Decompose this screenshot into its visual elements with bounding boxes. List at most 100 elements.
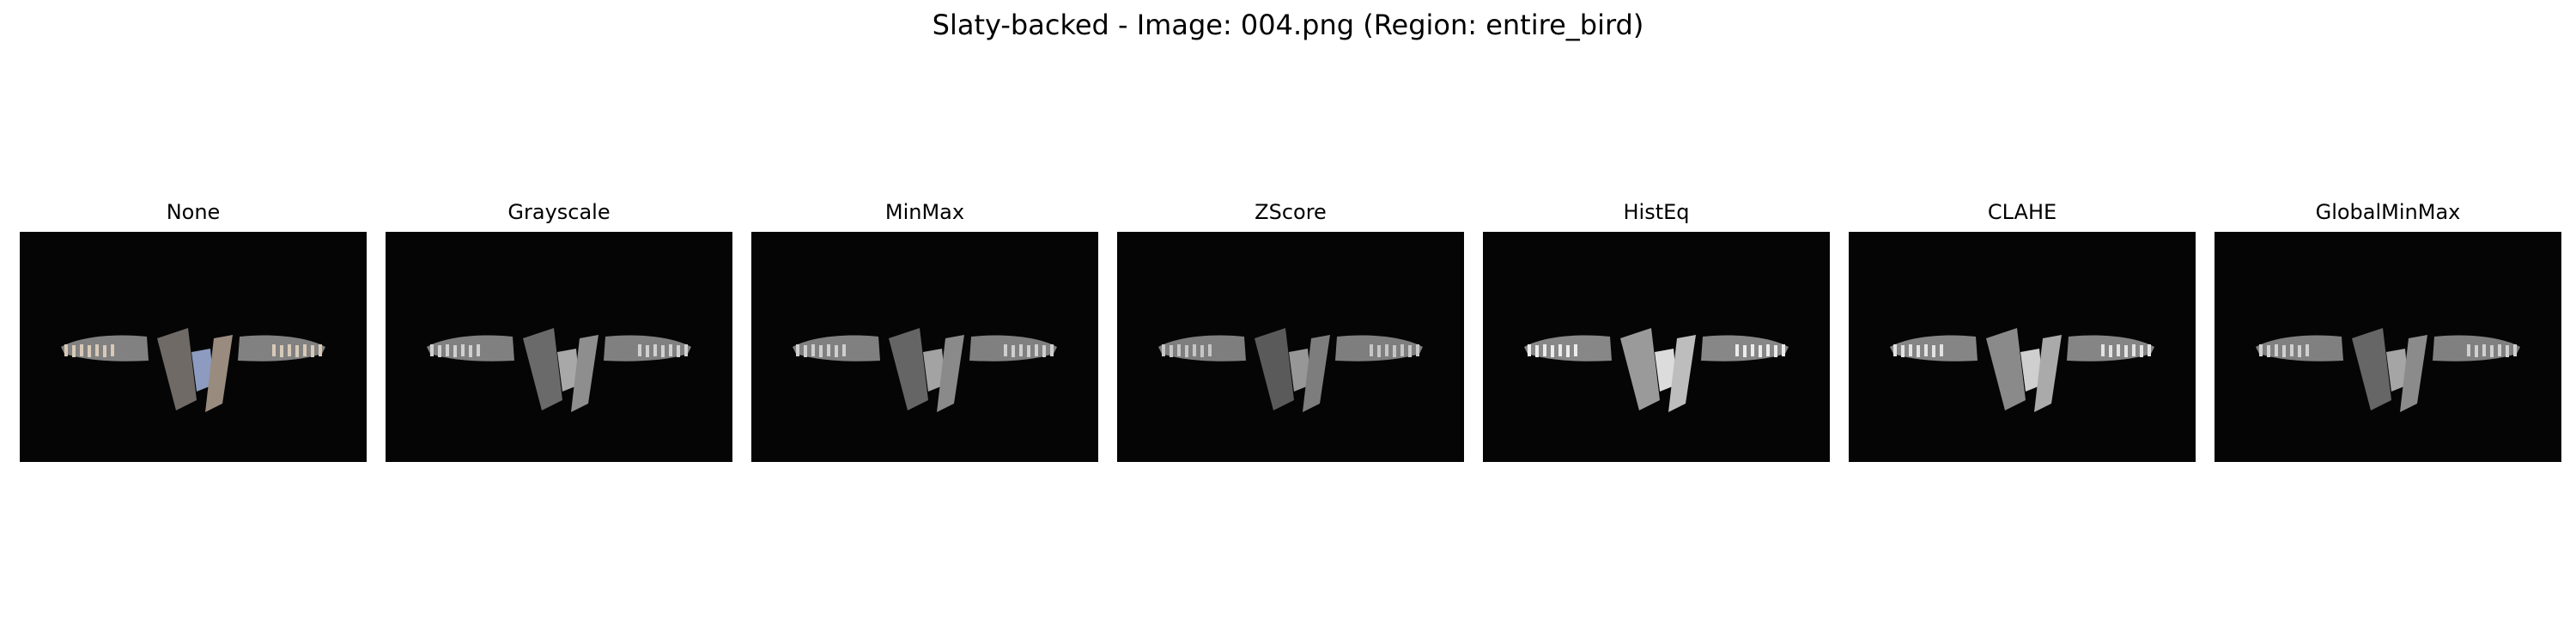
panel-title: MinMax [884, 200, 965, 224]
right-wing-stripe [280, 345, 283, 357]
left-wing-stripe [2267, 345, 2270, 357]
bird-image [20, 232, 367, 462]
body-left-piece [1986, 328, 2026, 410]
body-center-piece [923, 349, 945, 392]
body-left-piece [1620, 328, 1660, 410]
left-wing-stripe [796, 344, 799, 356]
left-wing-stripe [1543, 344, 1546, 356]
bird-image [1849, 232, 2196, 462]
right-wing-stripe [1743, 345, 1747, 357]
right-wing-stripe [1370, 344, 1373, 356]
left-wing-stripe [811, 344, 815, 356]
left-wing-stripe [469, 345, 472, 357]
right-wing-stripe [684, 344, 688, 356]
right-wing-stripe [1735, 344, 1739, 356]
body-right-piece [1303, 335, 1330, 412]
right-wing-stripe [1751, 344, 1754, 356]
left-wing-stripe [1566, 345, 1570, 357]
bird-figure [1524, 328, 1789, 412]
panel-title: CLAHE [1987, 200, 2057, 224]
right-wing-stripe [303, 344, 307, 356]
left-wing-stripe [1528, 344, 1531, 356]
left-wing-stripe [103, 345, 106, 357]
body-left-piece [157, 328, 197, 410]
right-wing-stripe [1766, 344, 1770, 356]
right-wing-stripe [2132, 344, 2136, 356]
left-wing-stripe [804, 345, 807, 357]
right-wing-stripe [1408, 345, 1412, 357]
left-wing-stripe [2306, 344, 2309, 356]
right-wing-stripe [288, 344, 291, 356]
right-wing-stripe [311, 345, 314, 357]
right-wing-stripe [1416, 344, 1419, 356]
left-wing-stripe [1909, 344, 1912, 356]
right-wing-stripe [1759, 345, 1762, 357]
right-wing-stripe [661, 345, 665, 357]
right-wing-stripe [2498, 344, 2501, 356]
bird-image [386, 232, 732, 462]
right-wing-stripe [646, 345, 649, 357]
body-center-piece [557, 349, 580, 392]
body-right-piece [2400, 335, 2427, 412]
right-wing-stripe [638, 344, 641, 356]
bird-figure [793, 328, 1057, 412]
right-wing-stripe [1385, 344, 1388, 356]
right-wing-stripe [2148, 344, 2151, 356]
body-left-piece [2352, 328, 2391, 410]
right-wing-stripe [669, 344, 672, 356]
body-center-piece [1655, 349, 1677, 392]
right-wing-stripe [2467, 344, 2470, 356]
left-wing-stripe [1893, 344, 1897, 356]
bird-figure [2256, 328, 2520, 412]
right-wing-stripe [677, 345, 680, 357]
left-wing-stripe [95, 344, 99, 356]
left-wing-stripe [2275, 344, 2278, 356]
left-wing-stripe [1932, 345, 1935, 357]
left-wing-stripe [1177, 344, 1181, 356]
left-wing-stripe [2298, 345, 2301, 357]
right-wing-stripe [2101, 344, 2105, 356]
right-wing-stripe [2140, 345, 2143, 357]
panel-none: None [20, 199, 367, 462]
left-wing-stripe [1185, 345, 1188, 357]
panel-clahe: CLAHE [1849, 199, 2196, 462]
panel-title: None [166, 200, 221, 224]
left-wing-stripe [461, 344, 465, 356]
panel-globalminmax: GlobalMinMax [2215, 199, 2561, 462]
right-wing-stripe [2506, 345, 2509, 357]
bird-figure [61, 328, 325, 412]
left-wing-stripe [842, 344, 846, 356]
panel-title: HistEq [1623, 200, 1690, 224]
left-wing-stripe [477, 344, 480, 356]
left-wing-stripe [1558, 344, 1562, 356]
right-wing-stripe [1782, 344, 1785, 356]
bird-image [1117, 232, 1464, 462]
bird-figure [1890, 328, 2154, 412]
right-wing-stripe [2124, 345, 2128, 357]
right-wing-stripe [1400, 344, 1404, 356]
body-center-piece [2386, 349, 2409, 392]
left-wing-stripe [827, 344, 830, 356]
right-wing-stripe [1012, 345, 1015, 357]
panel-title: GlobalMinMax [2315, 200, 2461, 224]
left-wing-stripe [453, 345, 457, 357]
left-wing-stripe [438, 345, 441, 357]
left-wing-stripe [111, 344, 114, 356]
left-wing-stripe [1162, 344, 1165, 356]
body-right-piece [205, 335, 233, 412]
right-wing-stripe [1027, 345, 1030, 357]
left-wing-stripe [1200, 345, 1204, 357]
left-wing-stripe [1901, 345, 1905, 357]
left-wing-stripe [1551, 345, 1554, 357]
bird-image [2215, 232, 2561, 462]
left-wing-stripe [1208, 344, 1212, 356]
right-wing-stripe [2109, 345, 2112, 357]
panel-title: ZScore [1255, 200, 1327, 224]
right-wing-stripe [1042, 345, 1046, 357]
bird-image [751, 232, 1098, 462]
left-wing-stripe [80, 344, 83, 356]
left-wing-stripe [1924, 344, 1928, 356]
body-center-piece [1289, 349, 1311, 392]
left-wing-stripe [446, 344, 449, 356]
right-wing-stripe [2475, 345, 2478, 357]
